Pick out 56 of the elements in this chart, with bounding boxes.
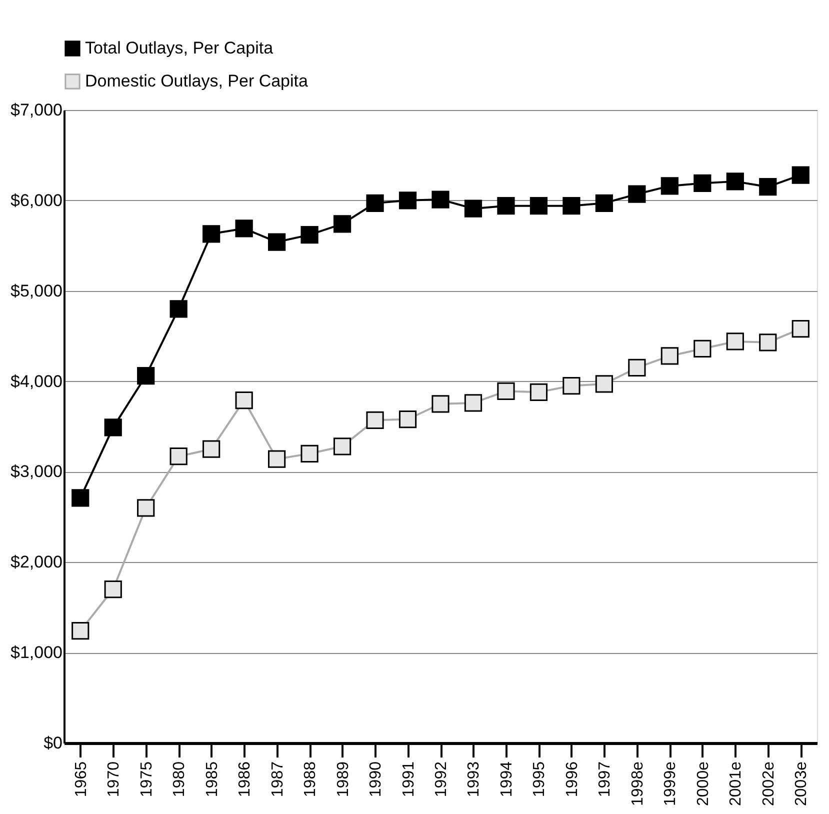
y-tick-label: $2,000 bbox=[10, 552, 62, 572]
point bbox=[72, 489, 90, 507]
x-tick-label: 1970 bbox=[106, 761, 123, 798]
point bbox=[300, 226, 318, 244]
point bbox=[562, 197, 580, 215]
point bbox=[366, 194, 384, 212]
x-tick-label: 1998e bbox=[629, 761, 646, 806]
x-tick-label: 1990 bbox=[368, 761, 385, 798]
x-tick-label: 2000e bbox=[694, 761, 712, 806]
x-tick-label: 1996 bbox=[564, 761, 581, 798]
point bbox=[595, 194, 614, 212]
legend-label: Total Outlays, Per Capita bbox=[85, 38, 274, 58]
y-tick-label: $4,000 bbox=[10, 372, 62, 391]
x-tick-label: 1999e bbox=[662, 761, 680, 806]
x-tick-label: 1986 bbox=[236, 761, 254, 798]
point bbox=[660, 177, 678, 195]
point bbox=[497, 197, 515, 215]
x-tick-label: 1988 bbox=[302, 761, 320, 798]
point bbox=[202, 225, 220, 243]
y-tick-label: $6,000 bbox=[10, 190, 62, 210]
y-tick-label: $0 bbox=[44, 734, 62, 752]
x-tick-label: 1975 bbox=[138, 761, 156, 798]
x-tick-label: 1997 bbox=[596, 761, 614, 798]
point bbox=[759, 178, 777, 196]
point bbox=[530, 197, 548, 215]
point bbox=[792, 166, 810, 184]
x-tick-label: 1992 bbox=[433, 761, 450, 798]
point bbox=[628, 185, 646, 203]
x-tick-label: 1994 bbox=[498, 761, 516, 798]
x-tick-label: 2002e bbox=[760, 761, 778, 806]
x-tick-label: 2001e bbox=[728, 761, 745, 806]
point bbox=[170, 300, 188, 318]
point bbox=[104, 418, 122, 436]
point bbox=[137, 367, 155, 385]
x-tick-label: 1995 bbox=[531, 761, 548, 798]
point bbox=[694, 174, 712, 192]
y-tick-label: $7,000 bbox=[10, 100, 62, 120]
y-tick-label: $3,000 bbox=[10, 462, 62, 482]
legend-label: Domestic Outlays, Per Capita bbox=[85, 72, 309, 90]
y-tick-label: $1,000 bbox=[10, 643, 62, 662]
x-tick-label: 1985 bbox=[204, 761, 221, 798]
x-tick-label: 1991 bbox=[400, 761, 418, 798]
x-tick-label: 1980 bbox=[171, 761, 188, 798]
point bbox=[398, 192, 417, 210]
point bbox=[464, 200, 482, 218]
point bbox=[268, 233, 286, 251]
point bbox=[333, 215, 352, 233]
y-tick-label: $5,000 bbox=[10, 281, 62, 300]
x-tick-label: 1987 bbox=[269, 761, 286, 798]
point bbox=[432, 190, 450, 208]
x-tick-label: 1989 bbox=[334, 761, 352, 798]
point bbox=[235, 220, 253, 238]
point bbox=[726, 172, 744, 190]
x-tick-label: 2003e bbox=[793, 761, 810, 806]
x-tick-label: 1965 bbox=[72, 761, 90, 798]
x-tick-label: 1993 bbox=[466, 761, 483, 798]
